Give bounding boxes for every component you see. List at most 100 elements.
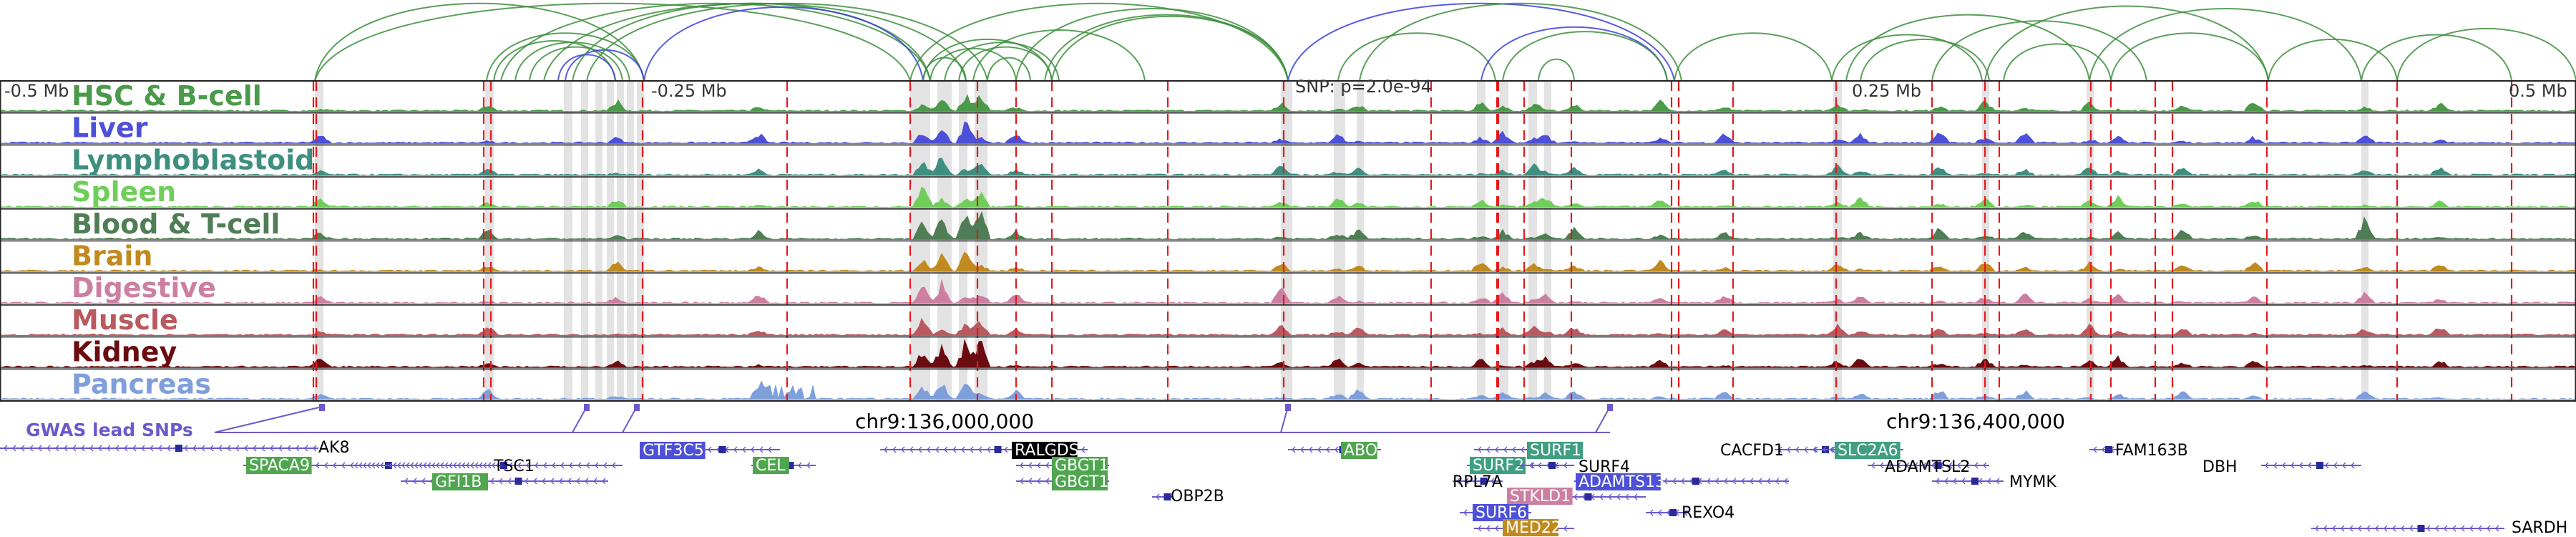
gene-ralgds: RALGDS (880, 442, 1088, 460)
gene-label: SURF1 (1530, 442, 1581, 460)
strand-chevron (961, 446, 965, 453)
loop-arc (1502, 31, 1668, 82)
strand-chevron (406, 462, 410, 469)
strand-chevron (1335, 446, 1339, 453)
strand-chevron (244, 445, 248, 452)
strand-chevron (81, 445, 85, 452)
loop-arc (987, 57, 1031, 82)
track-label-3: Spleen (72, 176, 176, 208)
strand-chevron (1326, 446, 1330, 453)
loop-arc (1931, 20, 2147, 82)
strand-chevron (389, 462, 393, 469)
strand-chevron (927, 446, 931, 453)
strand-chevron (1521, 446, 1525, 453)
track-label-8: Kidney (72, 337, 177, 368)
strand-chevron (1979, 478, 1983, 485)
gene-adamtsl2: ADAMTSL2 (1868, 458, 1989, 476)
exon (786, 462, 794, 469)
loop-arc (958, 46, 1053, 82)
exon (1548, 462, 1556, 469)
gene-label-box (1052, 457, 1108, 474)
strand-chevron (603, 462, 608, 469)
gene-label: SPACA9 (249, 457, 310, 475)
snp-pvalue-label: SNP: p=2.0e-94 (1295, 77, 1432, 97)
strand-chevron (2315, 525, 2319, 532)
exon (1584, 493, 1592, 500)
loop-arc (557, 54, 616, 82)
strand-chevron (29, 445, 34, 452)
strand-chevron (21, 445, 25, 452)
strand-chevron (1658, 509, 1662, 516)
gene-label: RALGDS (1015, 442, 1079, 460)
signal-track-2 (0, 158, 2576, 176)
loop-arc (514, 42, 630, 82)
gene-label: CEL (756, 457, 786, 475)
strand-chevron (1741, 478, 1745, 485)
gene-label-box (1527, 442, 1583, 459)
loop-arc (930, 47, 1017, 82)
strand-chevron (1684, 509, 1688, 516)
signal-track-5 (0, 251, 2576, 272)
strand-chevron (2299, 462, 2303, 469)
strand-chevron (901, 446, 905, 453)
gene-label: MYMK (2009, 473, 2057, 491)
gene-adamts13: ADAMTS13 (1574, 473, 1789, 491)
strand-chevron (167, 445, 171, 452)
gene-abo: ABO (1288, 442, 1381, 460)
gwas-lead-snp (1285, 404, 1291, 411)
track-label-7: Muscle (72, 304, 178, 336)
strand-chevron (253, 445, 257, 452)
loop-arc (2089, 8, 2362, 82)
strand-chevron (2358, 525, 2362, 532)
strand-chevron (1871, 462, 1875, 469)
strand-chevron (586, 462, 590, 469)
loop-arc (972, 29, 1146, 82)
strand-chevron (210, 445, 214, 452)
track-frames (0, 80, 2576, 402)
gene-label: DBH (2202, 458, 2238, 476)
strand-chevron (1775, 478, 1780, 485)
strand-chevron (1707, 478, 1711, 485)
strand-chevron (759, 446, 763, 453)
strand-chevron (577, 462, 582, 469)
axis-label-right: 0.5 Mb (2509, 81, 2567, 101)
loop-arc (2003, 43, 2112, 82)
strand-chevron (107, 445, 111, 452)
strand-chevron (542, 478, 546, 485)
gene-label-box (1576, 473, 1661, 490)
strand-chevron (1574, 493, 1578, 500)
gene-mymk: MYMK (1932, 473, 2057, 491)
strand-chevron (115, 445, 119, 452)
loop-arc (493, 40, 616, 82)
strand-chevron (1987, 478, 1991, 485)
strand-chevron (1563, 525, 1568, 532)
track-label-0: HSC & B-cell (72, 80, 262, 112)
signal-track-8 (0, 339, 2576, 368)
gene-rpl7a: RPL7A (1453, 473, 1503, 491)
snp-markers (312, 81, 2513, 401)
coordinate-left: chr9:136,000,000 (855, 410, 1034, 433)
strand-chevron (270, 445, 274, 452)
strand-chevron (576, 478, 580, 485)
strand-chevron (733, 446, 738, 453)
strand-chevron (509, 462, 513, 469)
exon (2417, 525, 2425, 532)
signal-track-4 (0, 211, 2576, 240)
signal-tracks (0, 94, 2576, 400)
strand-chevron (2102, 446, 2106, 453)
strand-chevron (1478, 446, 1482, 453)
strand-chevron (2392, 525, 2396, 532)
strand-chevron (2332, 525, 2336, 532)
gene-ak8: AK8 (0, 439, 349, 457)
strand-chevron (354, 462, 358, 469)
strand-chevron (1317, 446, 1322, 453)
strand-chevron (944, 446, 948, 453)
strand-chevron (4, 445, 8, 452)
gene-fam163b: FAM163B (2089, 442, 2188, 460)
gene-gtf3c5: GTF3C5 (640, 442, 780, 460)
strand-chevron (798, 462, 802, 469)
strand-chevron (1037, 462, 1041, 469)
strand-chevron (2341, 525, 2345, 532)
loop-arc (1337, 32, 1496, 82)
signal-track-6 (0, 279, 2576, 304)
